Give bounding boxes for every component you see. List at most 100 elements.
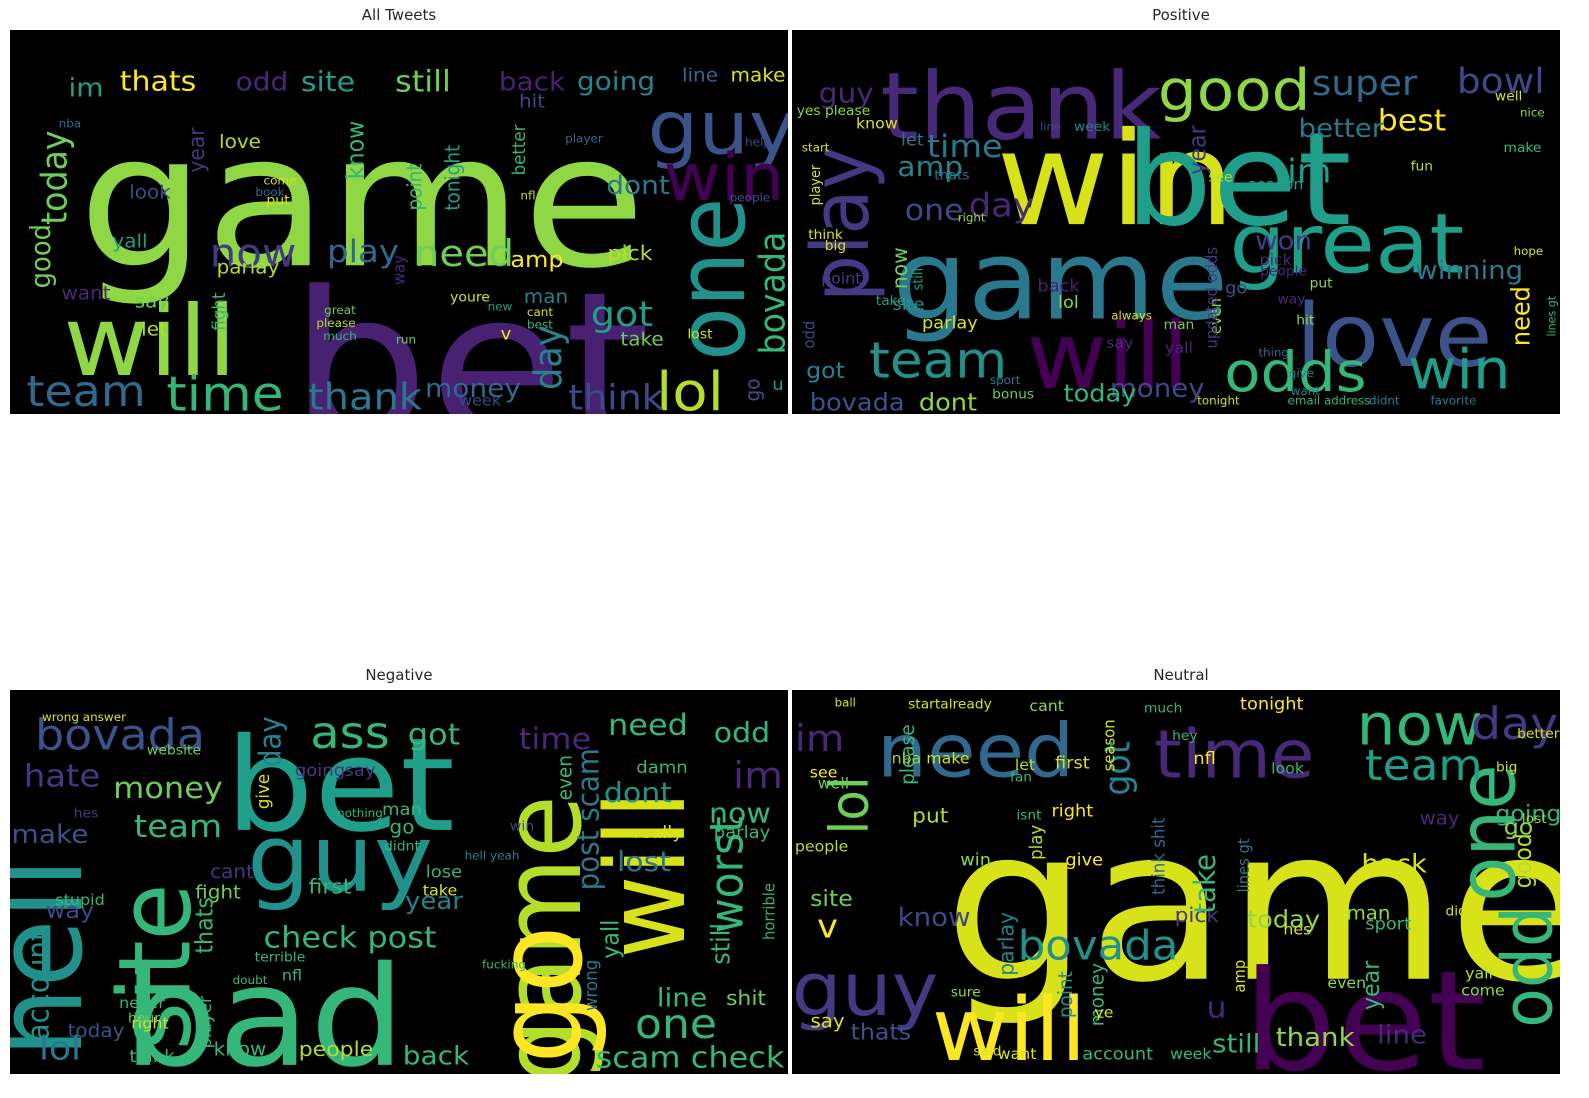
cloud-word: first (309, 874, 352, 898)
cloud-word: way (390, 255, 409, 285)
cloud-word: lol (819, 776, 881, 834)
cloud-word: ball (835, 696, 856, 710)
cloud-word: never (119, 995, 166, 1012)
cloud-word: money (1110, 374, 1205, 404)
cloud-word: got (408, 717, 460, 752)
cloud-word: tonight (441, 144, 465, 210)
cloud-word: give (1065, 851, 1103, 870)
cloud-word: win (996, 104, 1235, 255)
cloud-word: make (926, 750, 969, 767)
cloud-word: see (1208, 171, 1232, 185)
cloud-word: say (135, 290, 170, 312)
cloud-word: amp (510, 248, 563, 273)
cloud-word: hell (10, 858, 110, 1058)
cloud-word: team (26, 368, 145, 414)
cloud-word: bowl (1457, 60, 1545, 102)
cloud-word: lol (1058, 294, 1079, 313)
cloud-word: still (395, 65, 451, 100)
cloud-word: won (1255, 226, 1312, 256)
cloud-word: go (741, 378, 765, 401)
cloud-word: account (20, 930, 55, 1040)
cloud-word: terrible (255, 950, 306, 965)
cloud-word: put (912, 803, 948, 827)
cloud-word: wrong answer (42, 710, 126, 723)
cloud-word: today (1247, 905, 1320, 933)
cloud-word: got (806, 358, 845, 383)
cloud-word: didnt (384, 839, 420, 854)
cloud-word: hes (1283, 921, 1311, 938)
cloud-word: come (264, 174, 297, 187)
cloud-word: game (78, 94, 645, 309)
cloud-word: let (141, 318, 167, 340)
cloud-word: now (1357, 691, 1483, 758)
cloud-word: nothing (337, 806, 383, 819)
cloud-word: love (219, 131, 261, 153)
cloud-word: will (1026, 302, 1189, 410)
cloud-word: super (1312, 62, 1418, 104)
cloud-word: lose (426, 863, 462, 882)
cloud-word: thats (851, 1020, 911, 1045)
cloud-word: know (343, 121, 370, 180)
cloud-word: better (1299, 114, 1384, 144)
cloud-word: player (808, 164, 823, 205)
cloud-word: nfl (1193, 750, 1215, 769)
cloud-word: right (958, 211, 986, 225)
cloud-word: make (731, 64, 786, 86)
cloud-word: sport (990, 374, 1021, 388)
cloud-word: dont (606, 171, 670, 201)
cloud-word: first (1055, 754, 1090, 773)
cloud-word: site (892, 295, 924, 314)
cloud-word: win (960, 851, 991, 870)
cloud-word: win (1408, 337, 1510, 402)
cloud-word: week (1170, 1045, 1212, 1062)
cloud-word: bet (1243, 941, 1486, 1074)
cloud-word: see (810, 764, 838, 781)
cloud-word: well (818, 775, 849, 792)
panel-title-negative: Negative (365, 666, 433, 684)
cloud-word: sure (951, 986, 981, 1000)
cloud-word: worst (701, 816, 754, 933)
cloud-word: take (1187, 854, 1222, 914)
cloud-word: back (499, 68, 566, 98)
cloud-word: day (526, 325, 571, 389)
cloud-word: love (1296, 286, 1493, 387)
word-cloud-all-tweets: game bet will one guy win lol time team thank need… (10, 30, 788, 414)
cloud-word: time (927, 128, 1003, 165)
panel-title-neutral: Neutral (1153, 666, 1209, 684)
cloud-word: account (1082, 1045, 1153, 1064)
cloud-word: player (196, 995, 217, 1048)
cloud-word: sport (1365, 915, 1411, 934)
cloud-word: game (478, 795, 606, 1074)
cloud-word: will (932, 980, 1087, 1074)
cloud-word: nice (1520, 106, 1545, 120)
cloud-word: money (425, 374, 521, 404)
cloud-word: nba (892, 750, 922, 767)
cloud-word: right (1051, 802, 1093, 821)
cloud-word: bovada (752, 232, 788, 355)
cloud-word: hit (1296, 314, 1314, 328)
cloud-word: didnt (1445, 905, 1481, 919)
cloud-word: please (316, 316, 355, 329)
cloud-word: cant (527, 305, 554, 318)
cloud-word: one (1442, 764, 1534, 901)
cloud-word: parlay (217, 256, 280, 278)
cloud-word: u (1206, 992, 1226, 1026)
cloud-word: go (1504, 815, 1534, 840)
cloud-word: winning (1415, 256, 1523, 286)
cloud-word: now (210, 230, 297, 276)
cloud-word: play (796, 146, 888, 302)
cloud-word: way (1278, 293, 1306, 307)
cloud-word: say (811, 1010, 845, 1032)
cloud-word: bonus (992, 388, 1034, 402)
cloud-word: guy (792, 947, 938, 1033)
cloud-word: got (1098, 741, 1139, 795)
cloud-word: post scam (570, 748, 605, 890)
cloud-word: hey (1172, 729, 1197, 743)
cloud-word: odd (800, 321, 819, 349)
cloud-word: lol (39, 1030, 81, 1068)
cloud-word: year (1185, 125, 1212, 175)
cloud-word: good (25, 224, 57, 288)
cloud-word: need (608, 708, 688, 743)
cloud-word: odds (1224, 340, 1366, 405)
cloud-word: point (403, 163, 427, 210)
